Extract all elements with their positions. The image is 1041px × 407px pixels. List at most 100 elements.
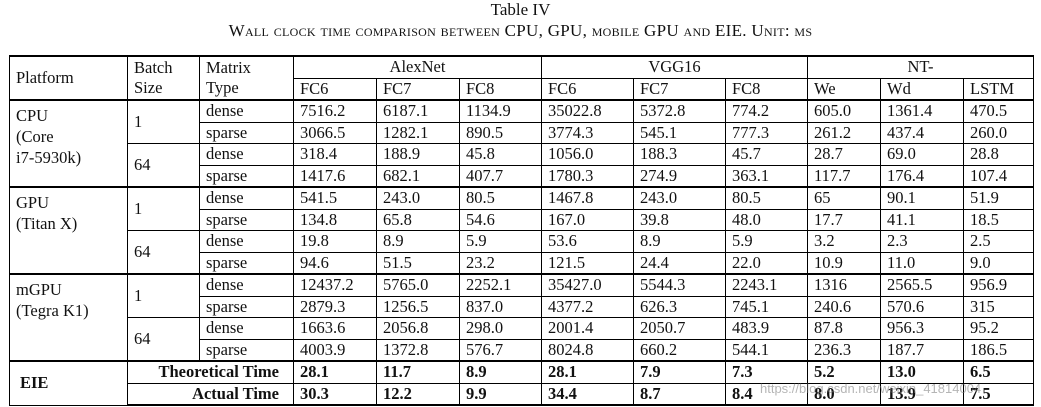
table-row: Actual Time 30.3 12.2 9.9 34.4 8.7 8.4 8.0 13.9 7… <box>10 382 1035 406</box>
value-cell: 95.2 <box>962 317 1035 340</box>
value-cell: 188.3 <box>633 143 726 166</box>
value-cell: 2.3 <box>880 230 964 253</box>
value-cell: 5765.0 <box>376 273 460 297</box>
value-cell: 3774.3 <box>541 121 634 144</box>
value-cell: 167.0 <box>541 208 634 231</box>
value-cell: 243.0 <box>633 186 726 210</box>
table-row: mGPU (Tegra K1) 1 dense 12437.2 5765.0 2252.1 3… <box>9 273 1035 362</box>
value-cell: 121.5 <box>541 251 634 275</box>
value-cell: 2001.4 <box>541 317 634 340</box>
value-cell: 87.8 <box>807 317 881 340</box>
header-col: We <box>807 77 881 101</box>
value-cell: 1780.3 <box>541 164 634 188</box>
value-cell: 10.9 <box>807 251 881 275</box>
value-cell: 2056.8 <box>376 317 460 340</box>
value-cell: 1361.4 <box>880 99 964 123</box>
value-cell: 188.9 <box>376 143 460 166</box>
value-cell: 8.9 <box>376 230 460 253</box>
platform-name: EIE <box>9 360 128 406</box>
value-cell: 51.9 <box>962 186 1035 210</box>
value-cell: 605.0 <box>807 99 881 123</box>
table-row: 64 dense 19.8 8.9 5.9 53.6 8.9 5.9 3.2 2.3 2.5 <box>10 230 1035 275</box>
value-cell: 777.3 <box>725 121 808 144</box>
value-cell: 7.3 <box>725 360 808 384</box>
platform-name: mGPU (Tegra K1) <box>9 273 128 362</box>
header-batch-size: Batch Size <box>127 55 200 101</box>
value-cell: 80.5 <box>725 186 808 210</box>
value-cell: 107.4 <box>962 164 1035 188</box>
value-cell: 660.2 <box>633 338 726 362</box>
value-cell: 65.8 <box>376 208 460 231</box>
value-cell: 2565.5 <box>880 273 964 297</box>
value-cell: 41.1 <box>880 208 964 231</box>
table-label: Table IV <box>490 0 551 19</box>
value-cell: 5544.3 <box>633 273 726 297</box>
value-cell: 65 <box>807 186 881 210</box>
value-cell: 80.5 <box>459 186 542 210</box>
value-cell: 5372.8 <box>633 99 726 123</box>
value-cell: 11.0 <box>880 251 964 275</box>
value-cell: 34.4 <box>541 382 634 406</box>
batch-size: 1 <box>127 273 200 318</box>
matrix-type: dense <box>199 143 294 166</box>
matrix-type: sparse <box>199 295 294 318</box>
value-cell: 9.9 <box>459 382 542 406</box>
matrix-type: dense <box>199 186 294 210</box>
eie-time-label: Actual Time <box>127 382 294 406</box>
table-title: Wall clock time comparison between CPU, … <box>228 21 813 40</box>
table-row: EIE Theoretical Time 28.1 11.7 8.9 28.1 7.9 7.3… <box>9 360 1035 406</box>
matrix-type: sparse <box>199 338 294 362</box>
value-cell: 1372.8 <box>376 338 460 362</box>
value-cell: 28.1 <box>541 360 634 384</box>
value-cell: 7.5 <box>962 382 1035 406</box>
value-cell: 186.5 <box>962 338 1035 362</box>
value-cell: 260.0 <box>962 121 1035 144</box>
table-row: sparse 1417.6 682.1 407.7 1780.3 274.9 363.1 11… <box>10 164 1035 188</box>
value-cell: 7.9 <box>633 360 726 384</box>
header-group-alexnet: AlexNet <box>293 55 542 79</box>
value-cell: 570.6 <box>880 295 964 318</box>
value-cell: 315 <box>962 295 1035 318</box>
value-cell: 5.9 <box>725 230 808 253</box>
value-cell: 4003.9 <box>293 338 377 362</box>
value-cell: 6.5 <box>962 360 1035 384</box>
table-row: GPU (Titan X) 1 dense 541.5 243.0 80.5 1467.8 24… <box>9 186 1035 275</box>
header-col: FC6 <box>293 77 377 101</box>
value-cell: 745.1 <box>725 295 808 318</box>
value-cell: 22.0 <box>725 251 808 275</box>
value-cell: 407.7 <box>459 164 542 188</box>
header-col: FC7 <box>376 77 460 101</box>
value-cell: 3.2 <box>807 230 881 253</box>
value-cell: 274.9 <box>633 164 726 188</box>
matrix-type: sparse <box>199 251 294 275</box>
header-col: FC7 <box>633 77 726 101</box>
value-cell: 1282.1 <box>376 121 460 144</box>
matrix-type: dense <box>199 273 294 297</box>
value-cell: 2243.1 <box>725 273 808 297</box>
value-cell: 1056.0 <box>541 143 634 166</box>
value-cell: 13.0 <box>880 360 964 384</box>
table-row: sparse 94.6 51.5 23.2 121.5 24.4 22.0 10.9 11.0 9… <box>10 251 1035 275</box>
value-cell: 544.1 <box>725 338 808 362</box>
header-col: FC8 <box>725 77 808 101</box>
value-cell: 298.0 <box>459 317 542 340</box>
value-cell: 890.5 <box>459 121 542 144</box>
watermark: https://blog.csdn.net/weixin_41814004 <box>760 381 982 396</box>
value-cell: 7516.2 <box>293 99 377 123</box>
value-cell: 18.5 <box>962 208 1035 231</box>
value-cell: 437.4 <box>880 121 964 144</box>
value-cell: 576.7 <box>459 338 542 362</box>
header-col: FC6 <box>541 77 634 101</box>
batch-size: 1 <box>127 99 200 144</box>
value-cell: 1663.6 <box>293 317 377 340</box>
table-row: 64 dense 1663.6 2056.8 298.0 2001.4 2050.7 483.… <box>10 317 1035 362</box>
value-cell: 3066.5 <box>293 121 377 144</box>
value-cell: 24.4 <box>633 251 726 275</box>
header-col: LSTM <box>962 77 1035 101</box>
header-col: FC8 <box>459 77 542 101</box>
table-row: sparse 3066.5 1282.1 890.5 3774.3 545.1 777.3 2… <box>10 121 1035 144</box>
header-group-nt: NT- <box>806 55 1035 79</box>
value-cell: 682.1 <box>376 164 460 188</box>
batch-size: 64 <box>127 317 200 362</box>
header-group-vgg16: VGG16 <box>541 55 808 79</box>
